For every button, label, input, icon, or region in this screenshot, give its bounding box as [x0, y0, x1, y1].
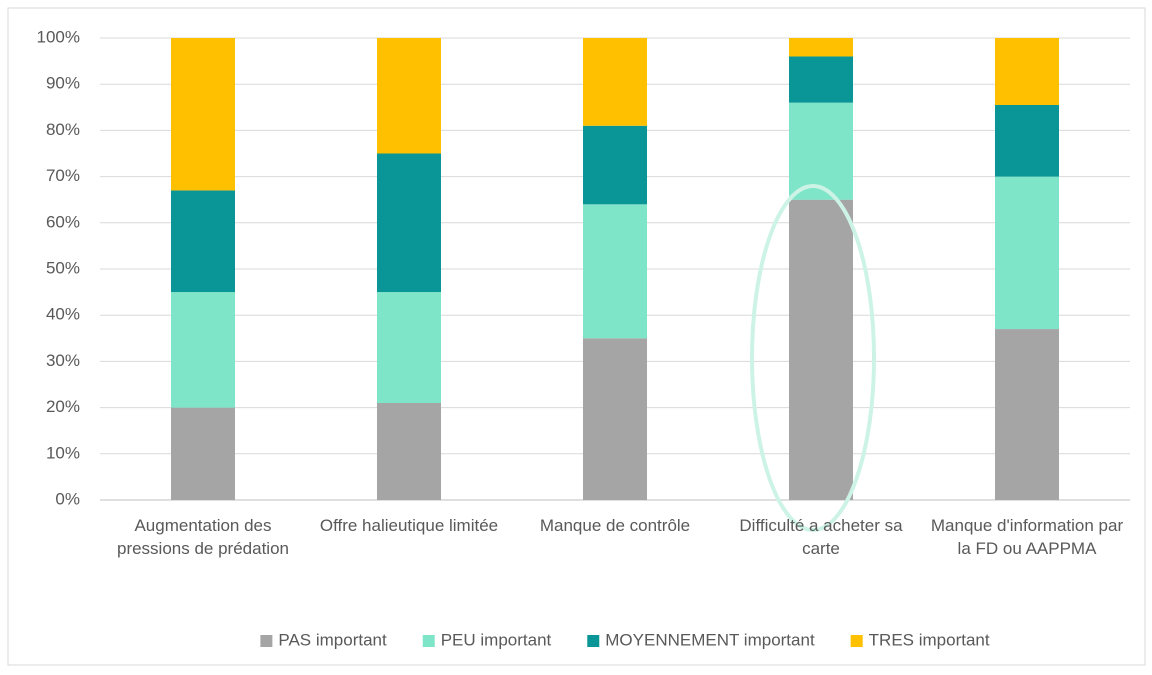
y-tick-label: 50% — [46, 258, 80, 277]
legend-swatch — [422, 635, 435, 647]
bar-segment — [995, 104, 1059, 177]
bar-segment — [583, 338, 647, 500]
y-tick-label: 10% — [46, 443, 80, 462]
bar-segment — [377, 402, 441, 500]
legend-label: TRES important — [869, 630, 990, 649]
bar-segment — [583, 204, 647, 339]
bar-segment — [377, 153, 441, 293]
bar-segment — [171, 190, 235, 293]
x-tick-label: Offre halieutique limitée — [319, 516, 499, 535]
bar-segment — [171, 38, 235, 191]
y-tick-label: 0% — [55, 489, 80, 508]
x-tick-label: Augmentation des pressions de prédation — [116, 516, 289, 558]
legend-label: MOYENNEMENT important — [605, 630, 815, 649]
bar-segment — [789, 102, 853, 200]
y-tick-label: 70% — [46, 166, 80, 185]
highlight-ellipse — [750, 184, 876, 532]
bar-segment — [789, 38, 853, 57]
y-tick-label: 60% — [46, 212, 80, 231]
y-tick-label: 100% — [37, 27, 80, 46]
legend-swatch — [587, 635, 600, 647]
bar-segment — [995, 38, 1059, 105]
bar-segment — [583, 125, 647, 205]
bar-segment — [171, 292, 235, 408]
bar-segment — [377, 292, 441, 403]
y-tick-label: 20% — [46, 397, 80, 416]
bar-segment — [171, 407, 235, 500]
bar-segment — [995, 329, 1059, 500]
bar-segment — [995, 176, 1059, 330]
legend-label: PEU important — [441, 630, 552, 649]
x-tick-label: Manque d'information par la FD ou AAPPMA — [930, 516, 1124, 558]
bar-segment — [583, 38, 647, 126]
y-tick-label: 30% — [46, 351, 80, 370]
bar-segment — [789, 199, 853, 500]
y-tick-label: 40% — [46, 305, 80, 324]
bar-segment — [377, 38, 441, 154]
x-tick-label: Manque de contrôle — [539, 516, 691, 535]
y-tick-label: 90% — [46, 74, 80, 93]
x-tick-label: Difficulté a acheter sa carte — [739, 516, 903, 558]
y-tick-label: 80% — [46, 120, 80, 139]
bar-segment — [789, 56, 853, 103]
legend-swatch — [260, 635, 273, 647]
legend-label: PAS important — [278, 630, 387, 649]
legend-swatch — [850, 635, 863, 647]
